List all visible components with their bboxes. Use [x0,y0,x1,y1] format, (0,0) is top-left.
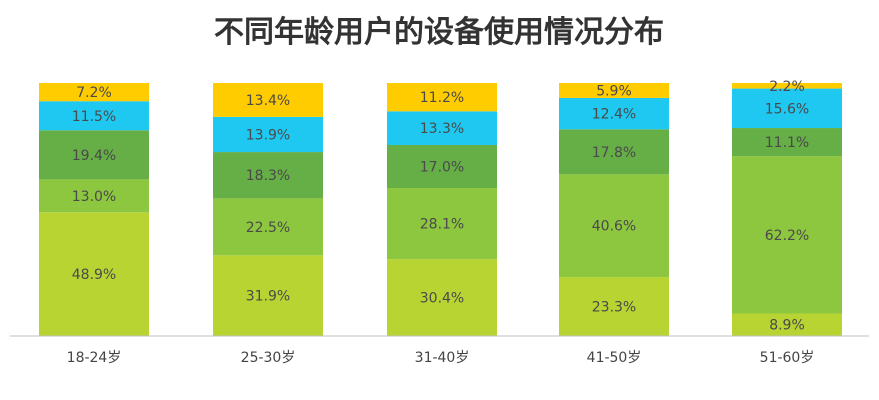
data-label: 40.6% [592,219,636,235]
bar-segment [213,116,323,153]
data-label: 23.3% [592,300,636,316]
data-label: 11.1% [765,135,809,151]
chart-title: 不同年龄用户的设备使用情况分布 [214,15,664,50]
bar-segment [732,128,842,157]
bar-segment [559,97,669,130]
bar-segment [213,255,323,336]
data-label: 8.9% [769,318,805,334]
x-tick-label: 18-24岁 [67,350,122,366]
data-label: 30.4% [420,291,464,307]
data-label: 13.9% [246,127,290,143]
bar-segment [387,83,497,112]
data-label: 31.9% [246,289,290,305]
x-tick-label: 51-60岁 [760,350,815,366]
bar-segment [39,101,149,131]
bar-segment [732,83,842,89]
data-label: 15.6% [765,101,809,117]
data-label: 2.2% [769,79,805,95]
bar-segment [213,198,323,256]
bar-segment [39,83,149,102]
x-tick-label: 25-30岁 [241,350,296,366]
data-label: 12.4% [592,107,636,123]
bar-segment [559,83,669,98]
bar-segment [387,144,497,188]
bars-group: 48.9% 13.0% 19.4% 11.5% 7.2% 31.9% 22.5% 18.3% 1… [39,79,842,336]
data-label: 28.1% [420,217,464,233]
bar-segment [559,129,669,175]
x-tick-label: 31-40岁 [415,350,470,366]
bar-segment [213,152,323,199]
x-tick-label: 41-50岁 [587,350,642,366]
data-label: 17.0% [420,159,464,175]
bar-segment [387,187,497,260]
data-label: 18.3% [246,168,290,184]
data-label: 7.2% [76,85,112,101]
bar-segment [39,179,149,213]
data-label: 19.4% [72,148,116,164]
bar-segment [559,277,669,336]
data-label: 13.4% [246,93,290,109]
bar-segment [213,83,323,117]
bar-segment [732,313,842,336]
data-label: 13.3% [420,121,464,137]
bar-segment [559,174,669,278]
bar-segment [387,111,497,145]
bar-segment [39,130,149,180]
data-label: 5.9% [596,83,632,99]
data-label: 62.2% [765,228,809,244]
data-label: 11.2% [420,90,464,106]
x-tick-labels: 18-24岁 25-30岁 31-40岁 41-50岁 51-60岁 [67,350,815,366]
data-label: 11.5% [72,109,116,125]
bar-segment [387,259,497,336]
data-label: 17.8% [592,145,636,161]
bar-segment [732,156,842,314]
bar-segment [732,88,842,129]
data-label: 13.0% [72,189,116,205]
data-label: 22.5% [246,220,290,236]
bar-segment [39,212,149,336]
data-label: 48.9% [72,267,116,283]
